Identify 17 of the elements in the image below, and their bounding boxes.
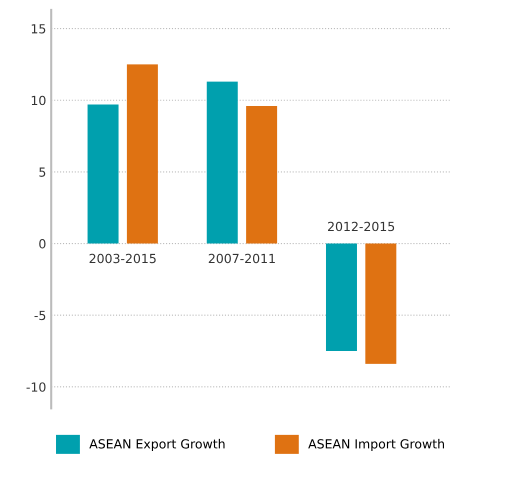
x-tick-label: 2003-2015 <box>90 254 156 264</box>
bar <box>365 244 396 364</box>
bar <box>326 244 357 352</box>
legend-label: ASEAN Export Growth <box>89 438 225 452</box>
bar <box>246 106 278 244</box>
x-tick-label: 2012-2015 <box>328 222 394 232</box>
bar <box>126 64 158 244</box>
y-tick-label: -10 <box>26 382 46 392</box>
y-tick-label: 10 <box>32 96 46 106</box>
y-tick-label: 15 <box>32 24 46 34</box>
y-tick-label: -5 <box>34 310 46 320</box>
legend-label: ASEAN Import Growth <box>308 438 444 452</box>
bar <box>206 82 238 244</box>
y-tick-label: 0 <box>39 239 46 248</box>
y-tick-label: 5 <box>39 168 46 177</box>
x-tick-label: 2007-2011 <box>208 254 275 264</box>
bar <box>88 104 119 244</box>
